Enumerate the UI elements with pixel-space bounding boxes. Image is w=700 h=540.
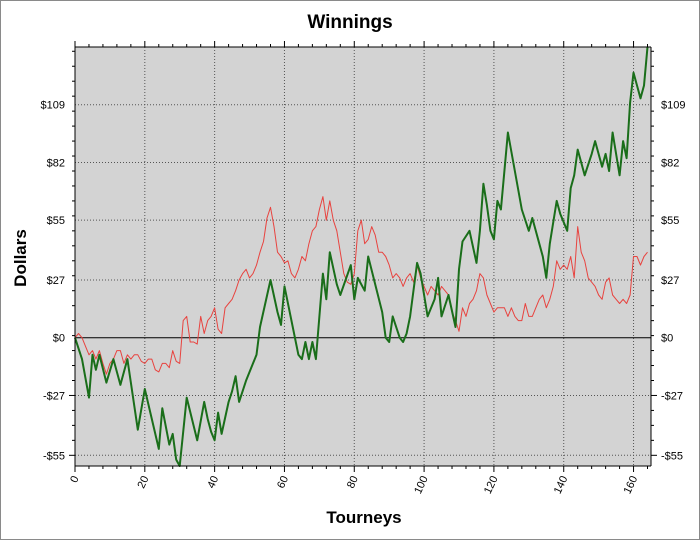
y-tick-label-left: $0 [53,333,65,345]
y-tick-label-right: $109 [661,100,685,112]
y-tick-label-right: -$27 [661,390,683,402]
x-tick-label: 0 [68,474,81,485]
y-tick-label-left: $109 [41,100,65,112]
x-tick-label: 100 [412,474,431,496]
chart-title: Winnings [307,12,392,33]
x-tick-label: 140 [552,474,571,496]
x-tick-label: 40 [205,474,221,490]
y-tick-label-right: $0 [661,333,673,345]
x-tick-label: 160 [622,474,641,496]
y-tick-label-left: -$55 [43,450,65,462]
plot-area [75,47,651,466]
axes [69,41,657,472]
y-tick-label-left: $82 [47,157,65,169]
x-tick-label: 120 [482,474,501,496]
x-tick-label: 80 [345,474,361,490]
y-tick-label-left: -$27 [43,390,65,402]
grid [75,47,651,466]
x-tick-label: 20 [135,474,151,490]
y-tick-label-right: $27 [661,275,679,287]
y-tick-label-right: -$55 [661,450,683,462]
y-tick-label-right: $82 [661,157,679,169]
tick-labels: 0 20 40 60 80 100 120 140 160 -$55 -$55 -$27 -$27 $0 $… [41,100,686,496]
series-line-red [74,196,648,375]
x-tick-label: 60 [275,474,291,490]
series-group [74,46,649,467]
y-axis-label: Dollars [11,229,30,287]
series-line-green [74,46,649,467]
y-tick-label-left: $55 [47,215,65,227]
x-axis-label: Tourneys [326,508,401,527]
y-tick-label-right: $55 [661,215,679,227]
plot-background [75,47,651,466]
y-tick-label-left: $27 [47,275,65,287]
